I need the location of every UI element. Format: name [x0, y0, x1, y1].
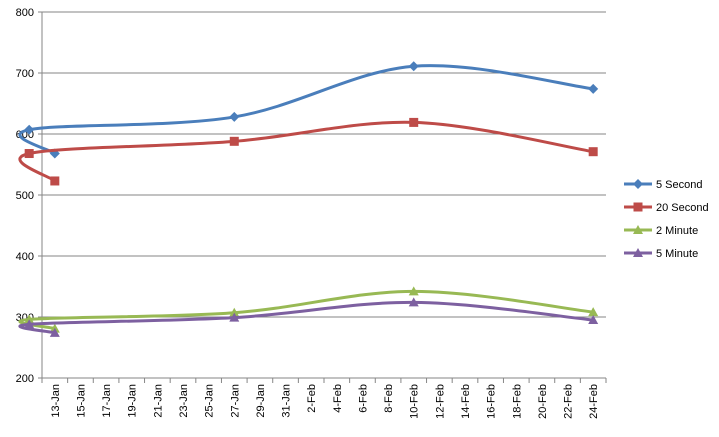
- legend-label: 5 Minute: [656, 248, 698, 260]
- x-tick-label: 17-Jan: [101, 384, 113, 418]
- series-group: [18, 61, 599, 337]
- x-tick-label: 13-Jan: [50, 384, 62, 418]
- x-tick-label: 25-Jan: [204, 384, 216, 418]
- data-point: [588, 315, 599, 325]
- x-tick-label: 15-Jan: [75, 384, 87, 418]
- data-point: [588, 83, 599, 94]
- data-point: [229, 312, 240, 322]
- y-tick-label: 200: [16, 373, 34, 385]
- legend-marker: [633, 225, 643, 234]
- x-tick-label: 24-Feb: [588, 384, 600, 419]
- data-point: [229, 307, 240, 317]
- x-tick-label: 27-Jan: [229, 384, 241, 418]
- y-tick-label: 400: [16, 251, 34, 263]
- x-axis-ticks: 13-Jan 15-Jan 17-Jan 19-Jan 21-Jan 23-Jan 25-J…: [41, 378, 607, 419]
- data-point: [24, 124, 35, 135]
- legend-label: 20 Second: [656, 202, 709, 214]
- data-point: [50, 176, 60, 186]
- data-point: [24, 319, 35, 329]
- x-tick-label: 10-Feb: [409, 384, 421, 419]
- series-5-minute: [18, 297, 599, 337]
- legend-item: 5 Second: [624, 179, 702, 191]
- series-line: [18, 289, 594, 331]
- series-line: [18, 64, 594, 155]
- x-tick-label: 31-Jan: [281, 384, 293, 418]
- legend-item: 20 Second: [624, 202, 709, 214]
- data-point: [588, 147, 598, 157]
- legend-label: 5 Second: [656, 179, 702, 191]
- x-tick-label: 23-Jan: [178, 384, 190, 418]
- x-tick-label: 29-Jan: [255, 384, 267, 418]
- x-tick-label: 21-Jan: [152, 384, 164, 418]
- x-tick-label: 8-Feb: [383, 384, 395, 413]
- legend-marker: [633, 248, 643, 257]
- data-point: [588, 307, 599, 317]
- data-point: [49, 327, 60, 337]
- y-tick-label: 700: [16, 68, 34, 80]
- x-tick-label: 19-Jan: [127, 384, 139, 418]
- y-tick-label: 800: [16, 7, 34, 19]
- x-tick-label: 18-Feb: [511, 384, 523, 419]
- data-point: [229, 136, 239, 146]
- legend-item: 5 Minute: [624, 248, 698, 260]
- legend-label: 2 Minute: [656, 225, 698, 237]
- x-tick-label: 14-Feb: [460, 384, 472, 419]
- x-tick-label: 16-Feb: [486, 384, 498, 419]
- series-line: [18, 300, 594, 335]
- data-point: [408, 286, 419, 296]
- legend-marker: [633, 202, 643, 212]
- legend: 5 Second 20 Second 2 Minute 5 Minute: [624, 179, 709, 260]
- data-point: [409, 117, 419, 127]
- x-tick-label: 20-Feb: [537, 384, 549, 419]
- gridlines: [42, 11, 606, 318]
- legend-item: 2 Minute: [624, 225, 698, 237]
- data-point: [24, 314, 35, 324]
- y-tick-label: 500: [16, 190, 34, 202]
- data-point: [229, 111, 240, 122]
- series-5-second: [18, 61, 599, 159]
- x-tick-label: 22-Feb: [563, 384, 575, 419]
- data-point: [24, 149, 34, 159]
- legend-marker: [633, 179, 643, 189]
- x-tick-label: 2-Feb: [306, 384, 318, 413]
- series-20-second: [18, 117, 598, 186]
- x-tick-label: 12-Feb: [434, 384, 446, 419]
- x-tick-label: 4-Feb: [332, 384, 344, 413]
- data-point: [408, 61, 419, 72]
- data-point: [408, 297, 419, 307]
- x-tick-label: 6-Feb: [357, 384, 369, 413]
- series-line: [18, 120, 594, 183]
